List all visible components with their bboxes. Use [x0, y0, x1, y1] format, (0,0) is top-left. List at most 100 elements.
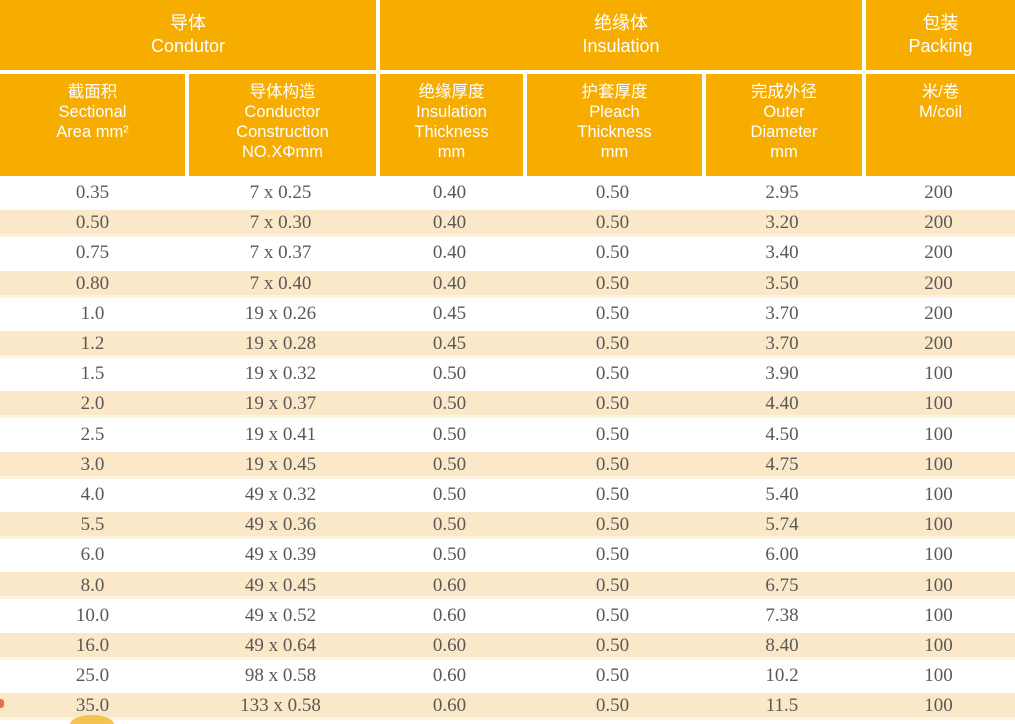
table-cell-conductor-construction: 19 x 0.32	[244, 363, 317, 385]
table-cell-m-per-coil: 100	[924, 574, 953, 596]
table-row: 2.5 19 x 0.41 0.50 0.50 4.50 100	[0, 422, 1015, 452]
table-cell-conductor-construction: 7 x 0.30	[249, 212, 312, 234]
table-cell-insulation-thickness: 0.60	[432, 665, 467, 687]
table-cell-conductor-construction: 133 x 0.58	[240, 695, 321, 717]
table-cell-pleach-thickness: 0.50	[595, 483, 630, 505]
table-cell-pleach-thickness: 0.50	[595, 574, 630, 596]
table-body: 0.35 7 x 0.25 0.40 0.50 2.95 200 0.50 7 …	[0, 180, 1015, 724]
table-cell-m-per-coil: 100	[924, 695, 953, 717]
table-cell-sectional-area: 4.0	[80, 483, 105, 505]
group-header-conductor: 导体 Condutor	[0, 0, 376, 70]
table-cell-sectional-area: 1.2	[80, 333, 105, 355]
table-row: 1.5 19 x 0.32 0.50 0.50 3.90 100	[0, 361, 1015, 391]
table-cell-outer-diameter: 6.00	[765, 544, 799, 566]
table-cell-conductor-construction: 49 x 0.32	[244, 483, 317, 505]
table-cell-insulation-thickness: 0.45	[432, 302, 467, 324]
column-header-insulation-thickness: 绝缘厚度 Insulation Thickness mm	[376, 74, 523, 176]
table-cell-outer-diameter: 6.75	[765, 574, 799, 596]
table-cell-outer-diameter: 3.40	[765, 242, 799, 264]
table-group-header-row: 导体 Condutor 绝缘体 Insulation 包装 Packing	[0, 0, 1015, 70]
table-cell-sectional-area: 2.0	[80, 393, 105, 415]
table-cell-pleach-thickness: 0.50	[595, 242, 630, 264]
table-cell-m-per-coil: 200	[924, 212, 953, 234]
table-cell-m-per-coil: 200	[924, 272, 953, 294]
group-header-packing-en: Packing	[908, 36, 973, 56]
table-row: 2.0 19 x 0.37 0.50 0.50 4.40 100	[0, 391, 1015, 422]
column-header-line: mm	[600, 143, 629, 161]
table-row: 0.35 7 x 0.25 0.40 0.50 2.95 200	[0, 180, 1015, 210]
group-header-insulation-zh: 绝缘体	[594, 13, 648, 33]
table-row: 16.0 49 x 0.64 0.60 0.50 8.40 100	[0, 632, 1015, 663]
table-cell-outer-diameter: 3.70	[765, 333, 799, 355]
table-cell-sectional-area: 3.0	[80, 453, 105, 475]
table-cell-insulation-thickness: 0.50	[432, 363, 467, 385]
table-cell-outer-diameter: 11.5	[765, 695, 799, 717]
table-cell-pleach-thickness: 0.50	[595, 272, 630, 294]
column-header-m-per-coil: 米/卷 M/coil	[862, 74, 1015, 176]
table-row: 0.80 7 x 0.40 0.40 0.50 3.50 200	[0, 270, 1015, 301]
table-cell-m-per-coil: 200	[924, 302, 953, 324]
table-cell-m-per-coil: 100	[924, 514, 953, 536]
group-header-conductor-en: Condutor	[150, 36, 226, 56]
table-row: 35.0 133 x 0.58 0.60 0.50 11.5 100	[0, 693, 1015, 724]
column-header-line: Outer	[763, 103, 805, 121]
column-header-line: Insulation	[416, 103, 487, 121]
column-header-line: Conductor	[244, 103, 321, 121]
group-header-insulation: 绝缘体 Insulation	[376, 0, 862, 70]
table-cell-conductor-construction: 49 x 0.52	[244, 604, 317, 626]
table-row: 1.0 19 x 0.26 0.45 0.50 3.70 200	[0, 301, 1015, 331]
table-row: 5.5 49 x 0.36 0.50 0.50 5.74 100	[0, 512, 1015, 543]
page-edge-artifact	[0, 699, 4, 708]
table-cell-outer-diameter: 3.70	[765, 302, 799, 324]
table-cell-pleach-thickness: 0.50	[595, 634, 630, 656]
table-cell-sectional-area: 8.0	[80, 574, 105, 596]
column-header-outer-diameter: 完成外径 Outer Diameter mm	[702, 74, 862, 176]
table-row: 4.0 49 x 0.32 0.50 0.50 5.40 100	[0, 482, 1015, 512]
table-cell-sectional-area: 2.5	[80, 423, 105, 445]
group-header-conductor-zh: 导体	[170, 13, 206, 33]
table-column-header-row: 截面积 Sectional Area mm² 导体构造 Conductor Co…	[0, 74, 1015, 176]
table-cell-m-per-coil: 100	[924, 483, 953, 505]
table-cell-sectional-area: 0.75	[75, 242, 110, 264]
table-cell-sectional-area: 5.5	[80, 514, 105, 536]
table-cell-conductor-construction: 19 x 0.45	[244, 453, 317, 475]
table-row: 6.0 49 x 0.39 0.50 0.50 6.00 100	[0, 542, 1015, 572]
group-header-insulation-en: Insulation	[582, 36, 660, 56]
table-cell-insulation-thickness: 0.50	[432, 453, 467, 475]
table-cell-pleach-thickness: 0.50	[595, 182, 630, 204]
table-cell-insulation-thickness: 0.40	[432, 242, 467, 264]
column-header-line: Thickness	[577, 123, 652, 141]
table-cell-pleach-thickness: 0.50	[595, 393, 630, 415]
table-cell-pleach-thickness: 0.50	[595, 302, 630, 324]
table-cell-outer-diameter: 2.95	[765, 182, 799, 204]
table-row: 8.0 49 x 0.45 0.60 0.50 6.75 100	[0, 572, 1015, 603]
group-header-packing-zh: 包装	[922, 13, 959, 33]
table-cell-conductor-construction: 19 x 0.37	[244, 393, 317, 415]
table-cell-sectional-area: 0.80	[75, 272, 110, 294]
table-cell-sectional-area: 6.0	[80, 544, 105, 566]
table-cell-pleach-thickness: 0.50	[595, 333, 630, 355]
table-cell-conductor-construction: 49 x 0.45	[244, 574, 317, 596]
table-cell-conductor-construction: 7 x 0.40	[249, 272, 312, 294]
column-header-line: Thickness	[414, 123, 489, 141]
column-header-sectional-area: 截面积 Sectional Area mm²	[0, 74, 185, 176]
table-cell-conductor-construction: 19 x 0.28	[244, 333, 317, 355]
column-header-line: Pleach	[589, 103, 640, 121]
table-cell-m-per-coil: 200	[924, 182, 953, 204]
table-cell-pleach-thickness: 0.50	[595, 695, 630, 717]
table-cell-outer-diameter: 3.90	[765, 363, 799, 385]
table-cell-m-per-coil: 100	[924, 604, 953, 626]
table-cell-m-per-coil: 100	[924, 393, 953, 415]
table-cell-pleach-thickness: 0.50	[595, 212, 630, 234]
table-cell-pleach-thickness: 0.50	[595, 604, 630, 626]
table-cell-insulation-thickness: 0.60	[432, 634, 467, 656]
column-header-line: mm	[437, 143, 466, 161]
table-row: 10.0 49 x 0.52 0.60 0.50 7.38 100	[0, 603, 1015, 633]
table-cell-outer-diameter: 3.50	[765, 272, 799, 294]
column-header-line: M/coil	[918, 103, 963, 121]
column-header-line: NO.XΦmm	[242, 143, 323, 161]
table-cell-conductor-construction: 7 x 0.37	[249, 242, 312, 264]
column-header-line: Sectional	[58, 103, 127, 121]
table-cell-conductor-construction: 49 x 0.36	[244, 514, 317, 536]
column-header-line: 米/卷	[921, 83, 960, 101]
